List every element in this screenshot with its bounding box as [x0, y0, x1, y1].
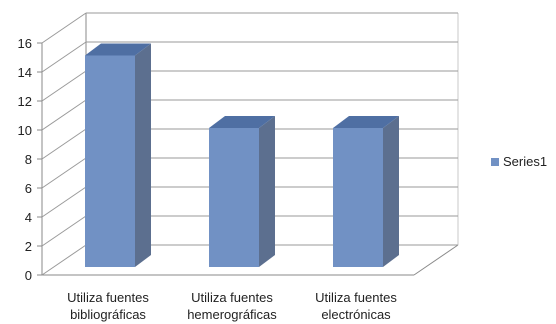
x-category-label: electrónicas: [321, 307, 391, 322]
y-tick-label: 14: [18, 65, 32, 80]
bar: [333, 116, 399, 267]
y-tick-label: 4: [25, 210, 32, 225]
gridline-diagonal: [41, 99, 87, 131]
gridline-diagonal: [41, 41, 87, 73]
y-tick-label: 2: [25, 239, 32, 254]
y-tick-label: 10: [18, 123, 32, 138]
bar-top: [333, 116, 399, 128]
x-category-label: Utiliza fuentes: [191, 290, 273, 305]
x-category-label: bibliográficas: [70, 307, 146, 322]
y-tick-label: 0: [25, 268, 32, 283]
bar: [85, 43, 151, 267]
gridline-diagonal: [41, 186, 87, 218]
floor-right-edge: [413, 244, 459, 276]
bar-front: [209, 128, 259, 267]
bar-side: [259, 116, 275, 267]
gridline-diagonal: [41, 70, 87, 102]
bar-front: [333, 128, 383, 267]
y-tick-label: 12: [18, 94, 32, 109]
x-category-label: hemerográficas: [187, 307, 277, 322]
x-axis-labels: Utiliza fuentes bibliográficas Utiliza fue…: [67, 290, 397, 322]
legend: Series1: [491, 154, 547, 169]
y-axis-ticks: 0 2 4 6 8 10 12 14 16: [18, 36, 32, 283]
bar-top: [209, 116, 275, 128]
legend-label: Series1: [503, 154, 547, 169]
gridline-diagonal: [41, 128, 87, 160]
x-category-label: Utiliza fuentes: [315, 290, 397, 305]
bar-side: [383, 116, 399, 267]
x-category-label: Utiliza fuentes: [67, 290, 149, 305]
gridline-diagonal: [41, 244, 87, 276]
gridline-diagonal: [41, 157, 87, 189]
y-tick-label: 16: [18, 36, 32, 51]
bar-front: [85, 55, 135, 267]
y-tick-label: 8: [25, 152, 32, 167]
bar-top: [85, 43, 151, 56]
bar: [209, 116, 275, 267]
gridline-diagonal: [41, 12, 87, 44]
gridline-diagonal: [41, 215, 87, 247]
bars: [85, 43, 399, 267]
bar-side: [135, 43, 151, 267]
legend-swatch: [491, 158, 499, 166]
y-tick-label: 6: [25, 181, 32, 196]
